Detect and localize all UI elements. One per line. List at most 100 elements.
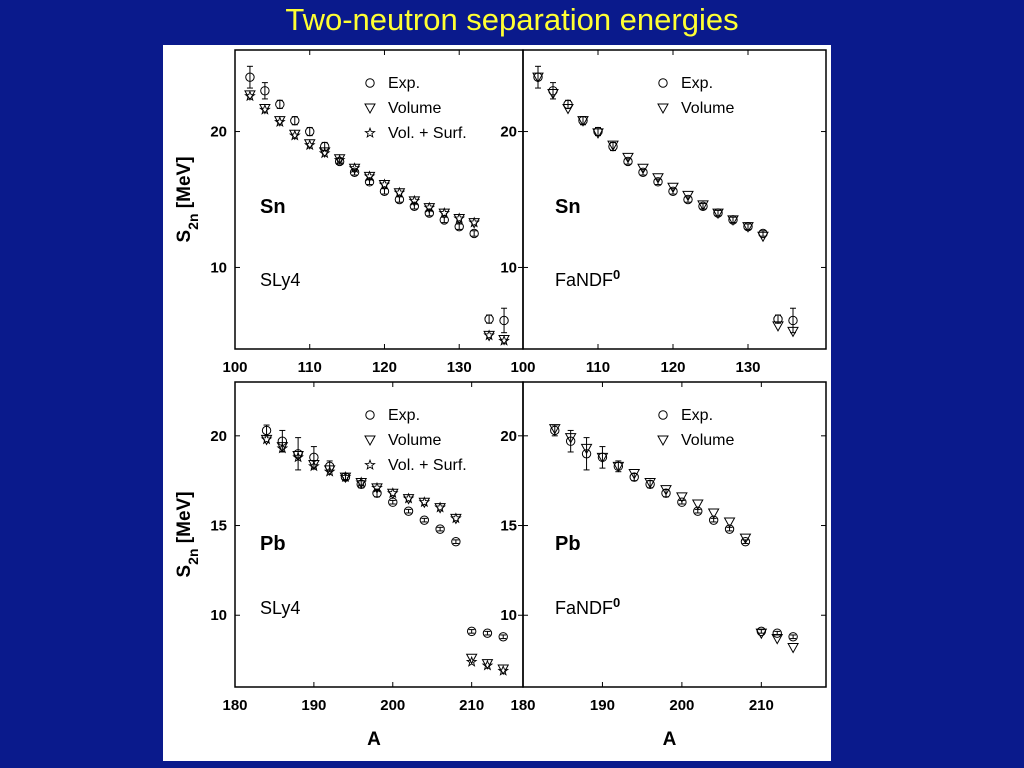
circle-marker [772,628,782,638]
circle-marker [593,126,603,137]
x-tick-label: 110 [586,359,610,376]
triangle-marker [465,653,478,665]
star-marker [434,501,446,513]
legend-label: Exp. [388,407,420,424]
y-tick-label: 20 [500,428,517,445]
circle-marker [419,515,430,525]
triangle-marker [564,433,577,444]
triangle-marker [364,103,376,115]
circle-marker [424,208,435,218]
star-marker [423,201,436,213]
circle-marker [305,126,315,137]
circle-marker [623,156,633,167]
triangle-marker [450,513,462,525]
circle-marker [693,506,703,516]
star-marker [378,178,391,190]
triangle-marker [364,435,376,447]
triangle-marker [697,200,709,211]
y-tick-label: 10 [500,607,517,624]
circle-marker [677,497,687,507]
x-tick-label: 180 [222,697,247,714]
legend-label: Exp. [681,75,713,92]
y-tick-label: 20 [210,124,227,141]
triangle-marker [682,190,694,202]
star-marker [274,115,286,127]
nucleus-label: Pb [260,533,286,555]
x-tick-label: 200 [669,697,694,714]
triangle-marker [691,499,704,511]
slide-title: Two-neutron separation energies [285,2,739,37]
star-marker [244,90,256,102]
legend-label: Vol. + Surf. [388,457,467,474]
legend-label: Volume [681,100,734,117]
triangle-marker [739,533,752,545]
triangle-marker [723,517,736,528]
triangle-marker [657,103,669,115]
star-marker [364,126,376,138]
legend-label: Vol. + Surf. [388,125,467,142]
triangle-marker [622,152,634,164]
triangle-marker [757,231,769,243]
circle-marker [245,72,255,82]
series-vol-surf- [244,90,510,346]
triangle-marker [562,103,574,115]
x-tick-label: 210 [749,697,774,714]
y-tick-label: 20 [500,124,517,141]
circle-marker [466,626,477,637]
circle-marker [275,99,285,110]
chart-panel-top-right: 100 110 120 130 10 20 Sn FaNDF0 Exp. Volume [500,49,827,376]
star-marker [260,433,273,445]
triangle-marker [742,222,754,233]
model-label: FaNDF0 [555,267,620,291]
circle-marker [482,628,493,638]
triangle-marker [667,182,679,194]
y-tick-label: 20 [210,428,227,445]
circle-marker [653,177,663,187]
x-tick-label: 110 [298,359,322,376]
circle-marker [260,86,270,96]
triangle-marker [402,494,415,505]
axes-frame [522,381,827,688]
triangle-marker [592,128,604,139]
circle-marker [403,506,414,516]
star-marker [292,451,304,463]
triangle-marker [260,434,273,446]
triangle-marker [652,173,664,184]
circle-marker [629,472,639,482]
x-tick-label: 180 [510,697,535,714]
star-marker [418,496,431,508]
x-tick-label: 210 [459,697,484,714]
triangle-marker [607,140,619,152]
circle-marker [454,221,464,232]
star-marker [450,512,462,524]
x-tick-label: 120 [660,359,685,376]
triangle-marker [707,508,720,520]
star-marker [497,664,510,676]
triangle-marker [548,424,561,435]
legend-label: Volume [681,432,734,449]
legend-label: Exp. [388,75,420,92]
triangle-marker [660,485,672,496]
nucleus-label: Pb [555,533,581,555]
triangle-marker [727,215,739,226]
star-marker [355,476,368,488]
circle-marker [499,315,509,326]
circle-marker [334,156,345,167]
triangle-marker [637,163,649,175]
triangle-marker [532,72,544,84]
circle-marker [581,449,592,459]
circle-marker [658,78,668,88]
x-axis-label: A [367,729,381,750]
series-volume [548,424,799,654]
star-marker [276,442,289,454]
figure-panel: 100 110 120 130 10 20 S2n [MeV] Sn SLy4 Exp. Volum… [163,45,831,761]
legend-label: Exp. [681,407,713,424]
circle-marker [683,194,693,205]
star-marker [481,659,494,671]
star-marker [402,492,415,504]
star-marker [498,334,510,346]
circle-marker [658,410,668,420]
x-tick-label: 130 [735,359,760,376]
circle-marker [394,194,405,205]
chart-panel-bottom-left: 180 190 200 210 10 15 20 S2n [MeV] A Pb SLy4 Exp. Vo… [174,381,524,750]
